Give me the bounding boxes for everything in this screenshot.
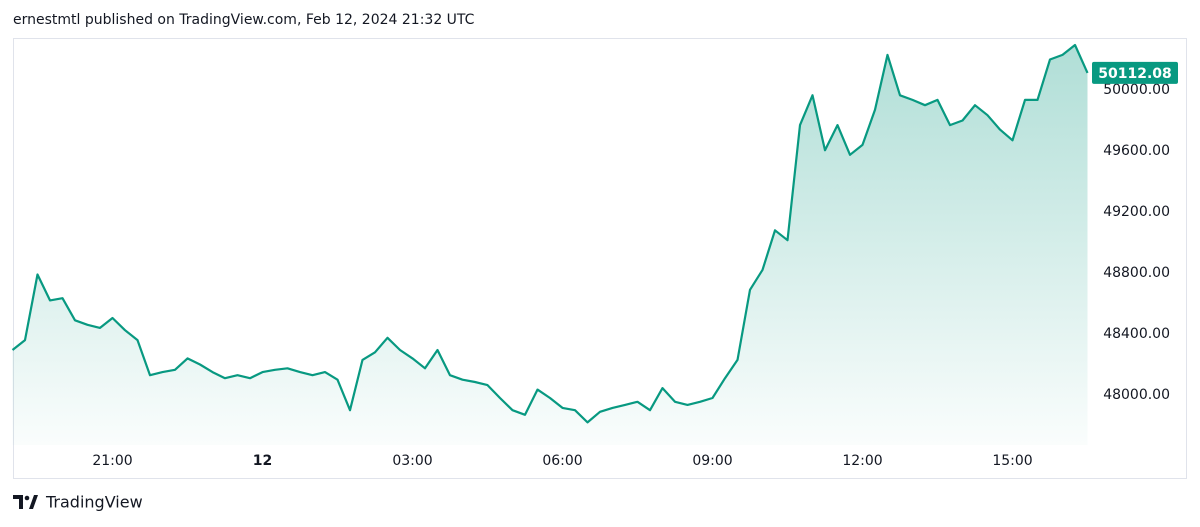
x-tick-label: 15:00 xyxy=(992,453,1032,469)
header: ernestmtl published on TradingView.com, … xyxy=(13,12,475,28)
y-tick-label: 50000.00 xyxy=(1103,82,1170,98)
x-tick-label: 12 xyxy=(253,453,272,469)
x-tick-label: 03:00 xyxy=(392,453,432,469)
x-tick-label: 12:00 xyxy=(842,453,882,469)
y-tick-label: 49200.00 xyxy=(1103,204,1170,220)
x-tick-label: 21:00 xyxy=(92,453,132,469)
y-tick-label: 48000.00 xyxy=(1103,387,1170,403)
frame xyxy=(13,38,1187,479)
last-price-box xyxy=(1092,61,1178,84)
y-tick-label: 48800.00 xyxy=(1103,265,1170,281)
y-tick-label: 49600.00 xyxy=(1103,143,1170,159)
x-tick-label: 09:00 xyxy=(692,453,732,469)
y-tick-label: 48400.00 xyxy=(1103,326,1170,342)
logo xyxy=(13,495,38,509)
price-line xyxy=(11,43,1089,424)
area-fill xyxy=(12,45,1088,445)
x-tick-label: 06:00 xyxy=(542,453,582,469)
last-price-label: 50112.08 xyxy=(1098,66,1172,82)
footer-brand: TradingView xyxy=(45,493,143,512)
